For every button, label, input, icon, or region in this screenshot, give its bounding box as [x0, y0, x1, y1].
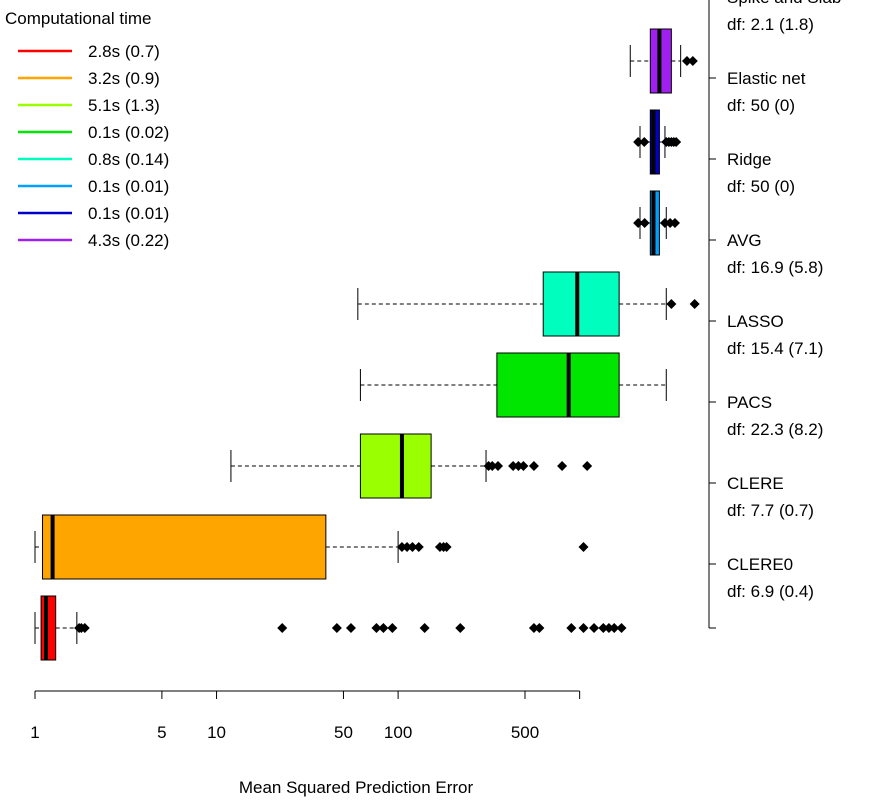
boxplot-clere0	[34, 595, 627, 661]
outlier-point	[633, 218, 644, 228]
boxplots	[34, 28, 700, 661]
tick-label: 5	[157, 723, 166, 742]
outlier-point	[633, 137, 644, 147]
outlier-point	[557, 461, 568, 471]
group-labels: CLERE0 df: 6.9 (0.4) CLERE df: 7.7 (0.7) PAC…	[708, 0, 841, 629]
outlier-point	[387, 623, 398, 633]
boxplot-ridge	[633, 190, 680, 256]
legend-entry-label: 0.1s (0.02)	[88, 123, 169, 142]
outlier-point	[598, 623, 609, 633]
legend-entry-label: 2.8s (0.7)	[88, 42, 160, 61]
outlier-point	[566, 623, 577, 633]
outlier-point	[671, 137, 682, 147]
outlier-point	[378, 623, 389, 633]
group-name-label: CLERE0	[727, 555, 793, 574]
boxplot-avg	[357, 271, 700, 337]
group-df-label: df: 2.1 (1.8)	[727, 15, 814, 34]
boxplot-pacs	[230, 433, 593, 499]
outlier-point	[681, 56, 692, 66]
outlier-point	[518, 461, 529, 471]
tick-label: 1	[30, 723, 39, 742]
outlier-point	[396, 542, 407, 552]
group-df-label: df: 22.3 (8.2)	[727, 420, 823, 439]
tick-label: 50	[334, 723, 353, 742]
legend-entry-label: 4.3s (0.22)	[88, 231, 169, 250]
legend-entry-label: 0.1s (0.01)	[88, 177, 169, 196]
box	[359, 433, 432, 499]
outlier-point	[582, 461, 593, 471]
group-name-label: AVG	[727, 231, 762, 250]
outlier-point	[689, 299, 700, 309]
outlier-point	[407, 542, 418, 552]
outlier-point	[669, 218, 680, 228]
tick-label: 100	[384, 723, 412, 742]
box	[42, 514, 327, 580]
outlier-point	[345, 623, 356, 633]
boxplot-lasso	[359, 352, 667, 418]
box	[542, 271, 620, 337]
group-df-label: df: 6.9 (0.4)	[727, 582, 814, 601]
outlier-point	[508, 461, 519, 471]
group-df-label: df: 15.4 (7.1)	[727, 339, 823, 358]
outlier-point	[419, 623, 430, 633]
outlier-point	[659, 218, 670, 228]
tick-label: 500	[511, 723, 539, 742]
outlier-point	[492, 461, 503, 471]
outlier-point	[616, 623, 627, 633]
outlier-point	[666, 299, 677, 309]
outlier-point	[79, 623, 90, 633]
outlier-point	[441, 542, 452, 552]
group-name-label: LASSO	[727, 312, 784, 331]
outlier-point	[455, 623, 466, 633]
x-axis-label: Mean Squared Prediction Error	[239, 778, 474, 797]
outlier-point	[528, 461, 539, 471]
outlier-point	[371, 623, 382, 633]
boxplot-elastic-net	[633, 109, 682, 175]
outlier-point	[528, 623, 539, 633]
group-name-label: Ridge	[727, 150, 771, 169]
outlier-point	[402, 542, 413, 552]
outlier-point	[639, 137, 650, 147]
group-name-label: Spike and Slab	[727, 0, 841, 7]
outlier-point	[589, 623, 600, 633]
legend: Computational time 2.8s (0.7) 3.2s (0.9) 5…	[5, 9, 169, 250]
legend-title: Computational time	[5, 9, 151, 28]
legend-entry-label: 0.8s (0.14)	[88, 150, 169, 169]
outlier-point	[413, 542, 424, 552]
legend-entry-label: 5.1s (1.3)	[88, 96, 160, 115]
outlier-point	[578, 623, 589, 633]
outlier-point	[331, 623, 342, 633]
outlier-point	[687, 56, 698, 66]
outlier-point	[578, 542, 589, 552]
group-df-label: df: 50 (0)	[727, 96, 795, 115]
group-df-label: df: 7.7 (0.7)	[727, 501, 814, 520]
outlier-point	[534, 623, 545, 633]
x-axis: 1 5 10 50 100 500	[30, 690, 581, 742]
group-name-label: CLERE	[727, 474, 784, 493]
boxplot-clere	[34, 514, 589, 580]
box	[40, 595, 57, 661]
outlier-point	[639, 218, 650, 228]
outlier-point	[277, 623, 288, 633]
group-name-label: PACS	[727, 393, 772, 412]
group-name-label: Elastic net	[727, 69, 806, 88]
outlier-point	[609, 623, 620, 633]
box	[496, 352, 620, 418]
legend-entry-label: 0.1s (0.01)	[88, 204, 169, 223]
outlier-point	[603, 623, 614, 633]
group-df-label: df: 50 (0)	[727, 177, 795, 196]
outlier-point	[487, 461, 498, 471]
boxplot-spike-and-slab	[629, 28, 698, 94]
legend-entry-label: 3.2s (0.9)	[88, 69, 160, 88]
group-df-label: df: 16.9 (5.8)	[727, 258, 823, 277]
tick-label: 10	[207, 723, 226, 742]
